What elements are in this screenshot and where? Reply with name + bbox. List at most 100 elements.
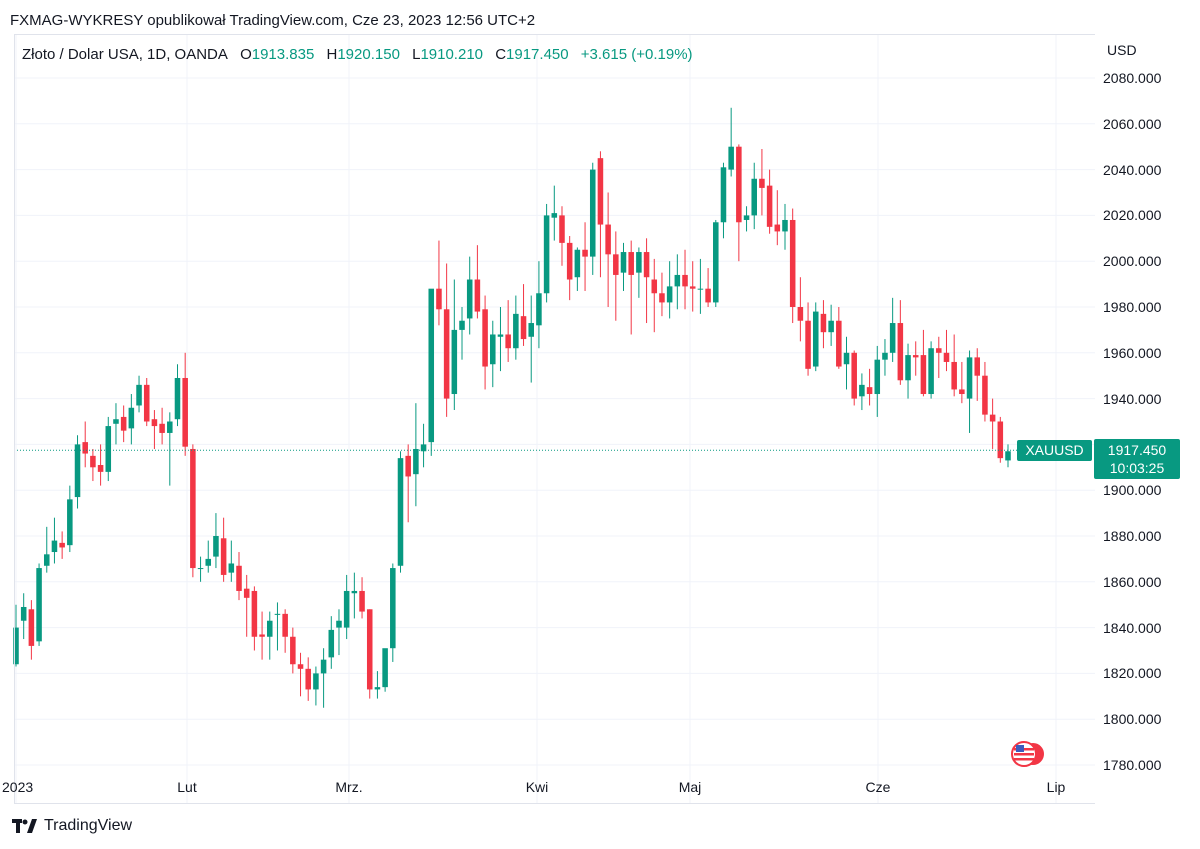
candle-up	[128, 407, 135, 429]
candle-up	[336, 620, 342, 628]
candle-up	[966, 357, 973, 399]
candle-up	[420, 444, 427, 452]
chart-frame	[14, 34, 1095, 804]
candle-down	[959, 389, 965, 395]
candle-up	[320, 659, 327, 674]
x-tick-label: Lut	[177, 779, 197, 795]
y-tick-label: 2060.000	[1103, 115, 1162, 132]
y-tick-label: 1820.000	[1103, 665, 1162, 682]
symbol-title[interactable]: Złoto / Dolar USA, 1D, OANDA	[22, 46, 228, 63]
candle-up	[720, 167, 727, 223]
x-tick-label: 2023	[2, 779, 34, 795]
candle-down	[897, 323, 904, 381]
candle-up	[674, 274, 681, 287]
candle-up	[490, 334, 496, 365]
candle-up	[459, 320, 465, 330]
candle-down	[920, 355, 927, 395]
candle-up	[859, 384, 865, 397]
candle-down	[366, 609, 373, 690]
candle-down	[297, 664, 304, 669]
candle-up	[551, 213, 558, 218]
candle-down	[505, 334, 511, 349]
candle-down	[143, 384, 150, 422]
us-flag-icon[interactable]	[1009, 739, 1049, 769]
candle-down	[789, 219, 796, 307]
candle-up	[497, 334, 504, 337]
y-tick-label: 1780.000	[1103, 757, 1162, 773]
candle-down	[482, 309, 488, 367]
y-tick-label: 1980.000	[1103, 299, 1162, 315]
candle-up	[928, 348, 934, 395]
candle-up	[113, 419, 119, 424]
candle-up	[728, 146, 734, 170]
candle-up	[428, 288, 435, 443]
candle-down	[566, 242, 573, 280]
candle-down	[436, 288, 442, 310]
candle-up	[328, 629, 335, 658]
candle-down	[736, 146, 742, 223]
candle-up	[697, 288, 704, 290]
candle-down	[90, 455, 96, 468]
x-tick-label: Mrz.	[335, 779, 363, 795]
candle-down	[682, 274, 688, 287]
candle-down	[159, 423, 165, 433]
candle-down	[220, 538, 227, 575]
candle-up	[74, 444, 81, 498]
tradingview-logo[interactable]: TradingView	[12, 817, 132, 835]
candle-down	[282, 613, 288, 637]
y-tick-label: 1900.000	[1103, 482, 1162, 499]
candle-up	[274, 613, 281, 615]
low-label: L	[412, 46, 421, 63]
y-tick-label: 1860.000	[1103, 573, 1162, 590]
y-tick-label: 2040.000	[1103, 161, 1162, 178]
candle-down	[443, 309, 450, 399]
candle-up	[313, 673, 319, 690]
candle-down	[628, 252, 634, 275]
candle-down	[582, 249, 588, 257]
candle-up	[374, 687, 381, 690]
candle-down	[912, 355, 919, 358]
y-tick-label: 1960.000	[1103, 344, 1162, 361]
candle-down	[259, 634, 265, 637]
candle-up	[205, 558, 212, 566]
candle-down	[651, 279, 658, 294]
candle-up	[828, 320, 834, 333]
y-axis-unit: USD	[1107, 42, 1137, 58]
candle-down	[936, 348, 942, 353]
candle-down	[559, 215, 565, 243]
candle-down	[97, 465, 104, 472]
bar-countdown: 10:03:25	[1109, 460, 1165, 476]
candle-down	[943, 352, 950, 362]
y-tick-label: 1840.000	[1103, 619, 1162, 636]
candle-down	[305, 668, 311, 690]
candle-up	[513, 313, 519, 349]
open-value: 1913.835	[251, 46, 315, 63]
candle-down	[643, 252, 650, 278]
candle-down	[243, 588, 250, 598]
candle-up	[782, 219, 788, 232]
candle-up	[413, 448, 419, 475]
low-value: 1910.210	[420, 46, 484, 63]
candle-up	[466, 279, 473, 319]
candle-up	[889, 323, 896, 353]
x-tick-label: Kwi	[525, 779, 549, 795]
y-tick-label: 1880.000	[1103, 528, 1162, 544]
candle-down	[182, 377, 188, 447]
high-value: 1920.150	[337, 46, 400, 63]
candle-up	[397, 458, 404, 566]
candle-down	[474, 279, 481, 312]
candle-down	[28, 609, 35, 646]
candle-up	[20, 606, 27, 621]
candle-up	[751, 178, 758, 216]
candle-up	[36, 568, 42, 642]
candle-up	[713, 222, 719, 303]
candle-down	[520, 316, 527, 340]
candle-down	[774, 224, 781, 232]
candle-down	[974, 357, 981, 376]
candle-down	[820, 313, 827, 333]
candle-up	[67, 499, 73, 546]
candle-up	[666, 286, 673, 303]
candle-up	[266, 620, 273, 637]
candle-up	[51, 540, 58, 553]
